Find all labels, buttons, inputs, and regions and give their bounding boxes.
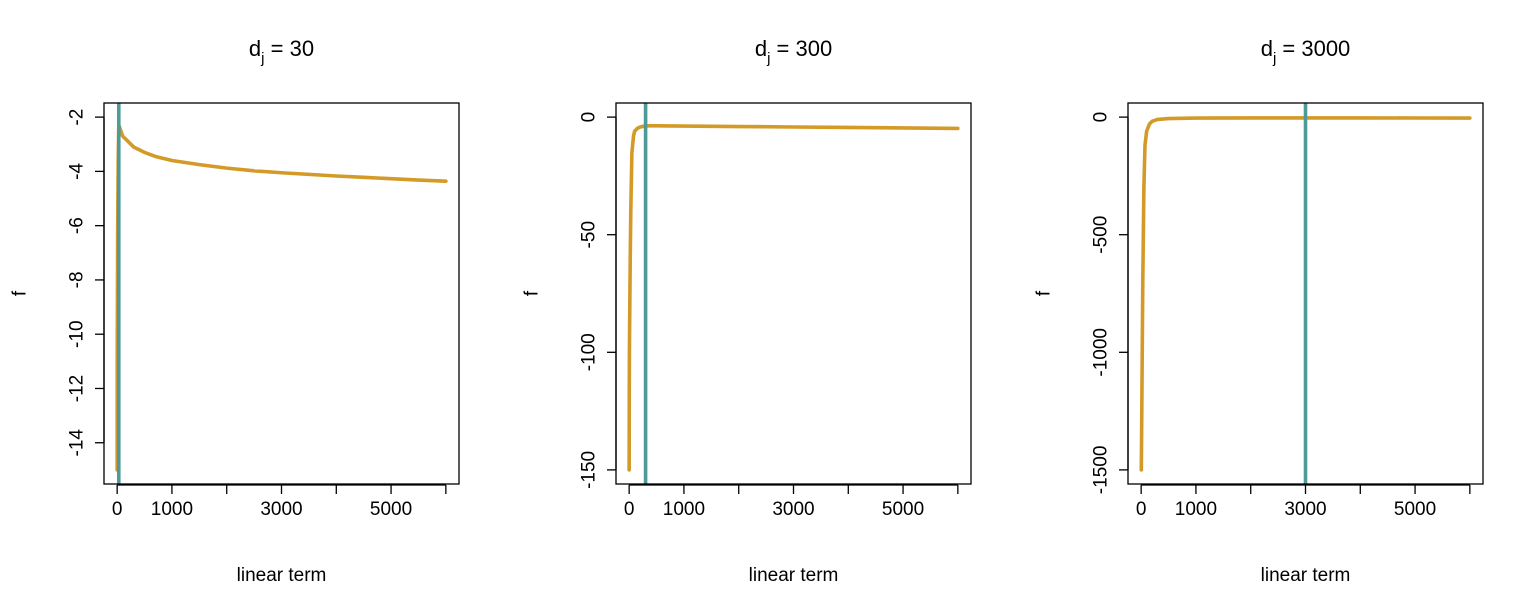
y-tick-label: -2 xyxy=(67,109,88,126)
y-axis-label: f xyxy=(10,290,31,296)
x-tick-label: 5000 xyxy=(882,499,924,520)
x-tick-label: 3000 xyxy=(772,499,814,520)
y-tick-label: -10 xyxy=(67,320,88,347)
y-tick-label: -8 xyxy=(67,271,88,288)
y-tick-label: -4 xyxy=(67,163,88,180)
panel-dj-3000: 0 1000 3000 5000 -1500 -1000 -500 0 linear term f… xyxy=(1034,36,1484,586)
y-tick-label: -50 xyxy=(579,221,600,248)
chart-title: dj = 300 xyxy=(755,36,832,67)
y-tick-label: -100 xyxy=(579,333,600,371)
y-axis-label: f xyxy=(522,290,543,296)
x-tick-label: 0 xyxy=(112,499,123,520)
y-tick-label: -6 xyxy=(67,217,88,234)
y-axis-label: f xyxy=(1034,290,1055,296)
title-main: d xyxy=(249,36,261,61)
y-tick-label: -500 xyxy=(1091,216,1112,254)
x-tick-label: 0 xyxy=(624,499,635,520)
chart-title: dj = 3000 xyxy=(1261,36,1351,67)
x-tick-label: 0 xyxy=(1136,499,1147,520)
plot-frame xyxy=(103,102,460,485)
x-tick-label: 3000 xyxy=(1284,499,1326,520)
panel-dj-300: 0 1000 3000 5000 -150 -100 -50 0 linear term f dj … xyxy=(522,36,972,586)
x-tick-label: 1000 xyxy=(1175,499,1217,520)
y-tick-label: -12 xyxy=(67,375,88,402)
plot-frame xyxy=(615,102,972,485)
x-tick-label: 5000 xyxy=(370,499,412,520)
y-tick-label: -1000 xyxy=(1091,328,1112,377)
title-rest: = 30 xyxy=(265,36,315,61)
title-main: d xyxy=(1261,36,1273,61)
panel-dj-30: 0 1000 3000 5000 -14 -12 -10 -8 -6 -4 -2 linear ter… xyxy=(10,36,460,586)
x-axis-label: linear term xyxy=(1261,565,1351,586)
title-rest: = 300 xyxy=(770,36,832,61)
y-tick-label: -14 xyxy=(67,429,88,457)
x-tick-label: 5000 xyxy=(1394,499,1436,520)
title-subscript: j xyxy=(766,50,770,67)
x-tick-label: 1000 xyxy=(151,499,193,520)
x-tick-label: 1000 xyxy=(663,499,705,520)
y-tick-label: -150 xyxy=(579,451,600,489)
y-tick-label: -1500 xyxy=(1091,446,1112,495)
y-tick-label: 0 xyxy=(579,112,600,123)
x-axis-label: linear term xyxy=(237,565,327,586)
title-subscript: j xyxy=(1272,50,1276,67)
title-subscript: j xyxy=(260,50,264,67)
x-tick-label: 3000 xyxy=(260,499,302,520)
title-rest: = 3000 xyxy=(1276,36,1350,61)
x-axis-label: linear term xyxy=(749,565,839,586)
series-line xyxy=(115,123,448,472)
series-line xyxy=(1139,116,1472,472)
y-tick-label: 0 xyxy=(1091,112,1112,123)
series-line xyxy=(627,124,960,472)
title-main: d xyxy=(755,36,767,61)
chart-title: dj = 30 xyxy=(249,36,314,67)
